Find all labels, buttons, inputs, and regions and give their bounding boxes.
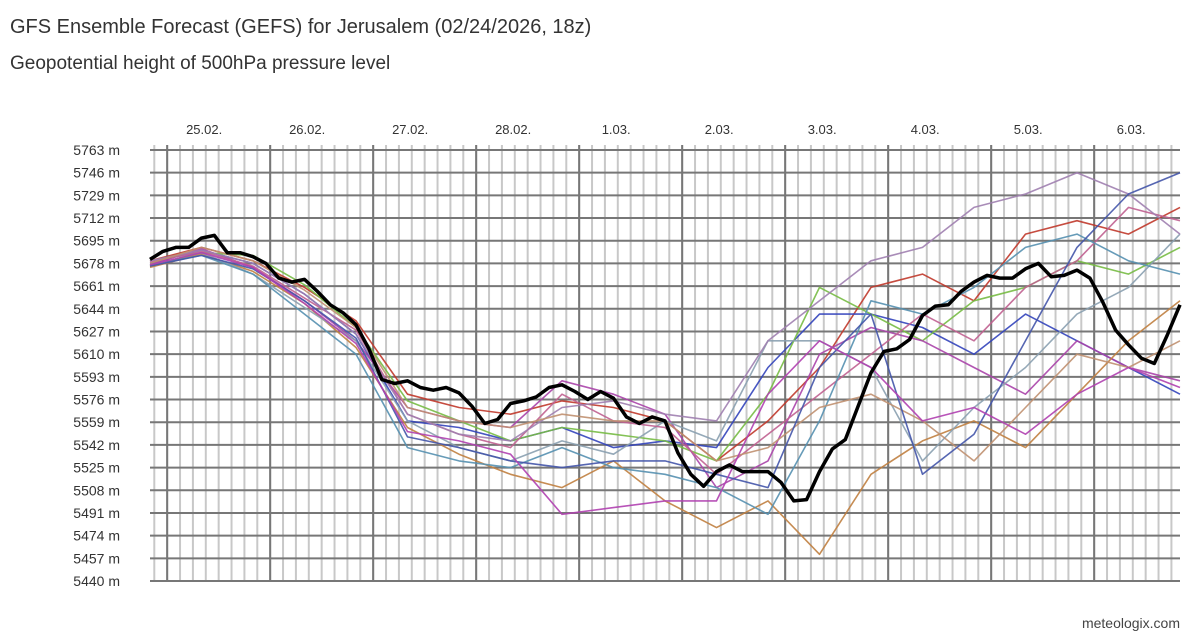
x-tick-label: 26.02. [289, 122, 325, 137]
x-tick-label: 27.02. [392, 122, 428, 137]
x-tick-label: 4.03. [911, 122, 940, 137]
y-tick-label: 5661 m [73, 278, 120, 294]
x-tick-label: 1.03. [602, 122, 631, 137]
ensemble-member-line-9 [149, 171, 1181, 442]
ensemble-member-line-3 [149, 246, 1181, 462]
x-tick-label: 5.03. [1014, 122, 1043, 137]
main-run-line [149, 233, 1182, 503]
y-tick-label: 5678 m [73, 255, 120, 271]
ensemble-member-line-11 [149, 171, 1181, 489]
x-tick-label: 28.02. [495, 122, 531, 137]
y-tick-label: 5763 m [73, 142, 120, 158]
y-tick-label: 5695 m [73, 233, 120, 249]
source-credit[interactable]: meteologix.com [1081, 615, 1180, 631]
y-tick-label: 5525 m [73, 460, 120, 476]
y-tick-label: 5712 m [73, 210, 120, 226]
chart-subtitle: Geopotential height of 500hPa pressure l… [10, 53, 391, 74]
x-tick-label: 6.03. [1117, 122, 1146, 137]
y-tick-label: 5542 m [73, 437, 120, 453]
y-tick-label: 5746 m [73, 165, 120, 181]
chart-title: GFS Ensemble Forecast (GEFS) for Jerusal… [10, 16, 592, 38]
y-tick-label: 5593 m [73, 369, 120, 385]
x-tick-label: 3.03. [808, 122, 837, 137]
y-tick-label: 5644 m [73, 301, 120, 317]
y-tick-label: 5729 m [73, 187, 120, 203]
x-tick-label: 2.03. [705, 122, 734, 137]
ensemble-member-line-5 [149, 253, 1181, 556]
x-tick-label: 25.02. [186, 122, 222, 137]
ensemble-member-line-12 [149, 251, 1181, 516]
y-tick-label: 5508 m [73, 482, 120, 498]
y-tick-label: 5457 m [73, 550, 120, 566]
ensemble-member-line-8 [149, 233, 1181, 516]
y-tick-label: 5610 m [73, 346, 120, 362]
y-tick-label: 5627 m [73, 323, 120, 339]
y-tick-label: 5576 m [73, 392, 120, 408]
y-tick-label: 5440 m [73, 573, 120, 589]
ensemble-member-line-7 [149, 206, 1181, 476]
y-tick-label: 5474 m [73, 528, 120, 544]
y-tick-label: 5559 m [73, 414, 120, 430]
y-tick-label: 5491 m [73, 505, 120, 521]
